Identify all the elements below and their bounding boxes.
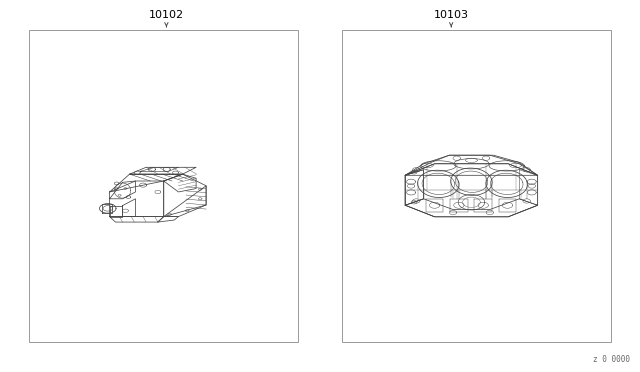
Text: z 0 0000: z 0 0000: [593, 355, 630, 364]
Text: 10103: 10103: [434, 10, 468, 20]
Text: 10102: 10102: [149, 10, 184, 20]
Bar: [342, 30, 611, 342]
Bar: [29, 30, 298, 342]
